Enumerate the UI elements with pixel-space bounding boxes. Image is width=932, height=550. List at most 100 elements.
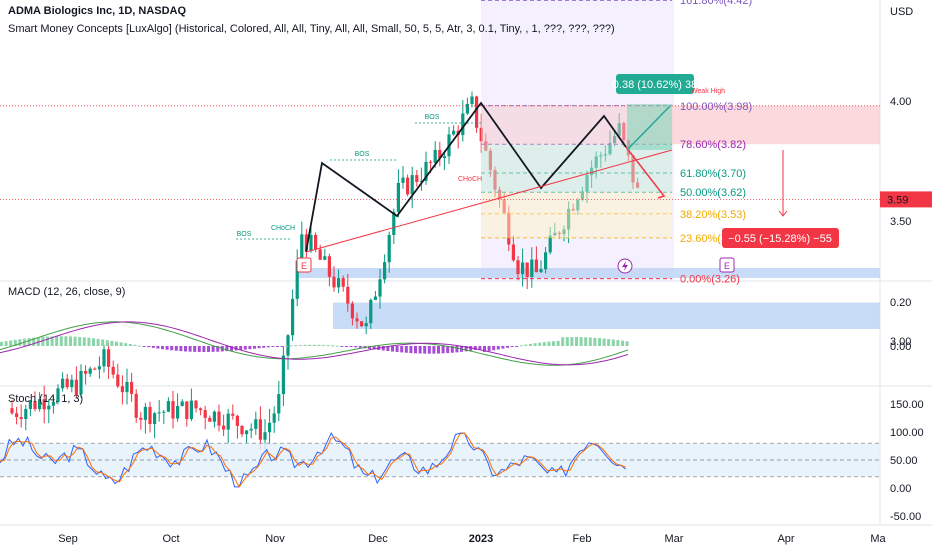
candle [323, 256, 327, 260]
macd-histogram-bar [248, 346, 252, 350]
macd-histogram-bar [524, 344, 528, 346]
macd-plot [0, 321, 629, 366]
macd-histogram-bar [368, 346, 371, 349]
macd-histogram-bar [55, 336, 59, 346]
candle [419, 180, 423, 182]
macd-histogram-bar [506, 346, 509, 348]
supply-zone [672, 105, 880, 145]
macd-histogram-bar [427, 346, 431, 354]
macd-histogram-bar [119, 342, 123, 346]
candle [272, 413, 276, 423]
candle [157, 412, 161, 414]
candle [548, 235, 552, 253]
candle [171, 401, 175, 419]
candle [350, 303, 354, 319]
long-position-label: 0.38 (10.62%) 38 [613, 79, 697, 91]
candle [346, 286, 350, 304]
macd-histogram-bar [294, 345, 298, 347]
macd-histogram-bar [216, 346, 220, 352]
candle [134, 393, 138, 418]
candle [79, 370, 83, 395]
candle [240, 425, 244, 435]
long-position-badge [616, 74, 694, 94]
macd-histogram-bar [151, 346, 155, 348]
candle [28, 400, 32, 409]
candle [383, 262, 387, 280]
stoch-tick: 0.00 [890, 483, 911, 495]
macd-histogram-bar [312, 344, 316, 346]
candle [392, 211, 396, 236]
macd-histogram-bar [404, 346, 408, 353]
candle [97, 366, 101, 370]
candle [429, 161, 433, 163]
macd-histogram-bar [276, 346, 279, 347]
candle [452, 130, 456, 135]
candle [304, 234, 308, 251]
macd-histogram-bar [381, 346, 385, 351]
fib-level-label: 61.80%(3.70) [680, 168, 746, 180]
candle [433, 149, 437, 163]
zigzag-pattern [305, 101, 627, 253]
candle [263, 432, 267, 440]
candle [185, 401, 189, 420]
candle [235, 415, 239, 426]
macd-histogram-bar [386, 346, 390, 352]
candle [84, 370, 88, 374]
macd-histogram-bar [27, 338, 31, 346]
macd-histogram-bar [579, 337, 583, 346]
macd-histogram-bar [455, 346, 459, 353]
macd-histogram-bar [262, 346, 266, 348]
macd-histogram-bar [299, 345, 302, 347]
macd-histogram-bar [441, 346, 445, 354]
macd-histogram-bar [147, 346, 151, 348]
earnings-marker-label: E [724, 261, 730, 271]
candle [277, 394, 281, 414]
candle [143, 406, 147, 420]
macd-histogram-bar [326, 345, 330, 347]
macd-histogram-bar [331, 345, 335, 347]
macd-histogram-bar [432, 346, 436, 354]
macd-histogram-bar [616, 340, 620, 346]
earnings-marker-label: E [301, 261, 307, 271]
candle [148, 406, 152, 425]
stoch-legend[interactable]: Stoch (14, 1, 3) [8, 393, 84, 405]
candle [318, 249, 322, 260]
macd-histogram-bar [621, 340, 624, 346]
stoch-tick: 150.00 [890, 399, 924, 411]
macd-histogram-bar [165, 346, 169, 350]
candle [116, 374, 120, 387]
macd-histogram-bar [501, 346, 505, 349]
fib-level-label: 0.00%(3.26) [680, 274, 740, 286]
candle [56, 388, 60, 402]
candle [203, 410, 207, 418]
macd-histogram-bar [96, 338, 100, 346]
currency-label: USD [890, 6, 914, 18]
price-tick: 4.00 [890, 96, 911, 108]
macd-histogram-bar [335, 345, 339, 347]
macd-histogram-bar [124, 343, 128, 346]
indicator-legend[interactable]: Smart Money Concepts [LuxAlgo] (Historic… [8, 23, 615, 35]
earnings-marker [719, 257, 735, 273]
macd-histogram-bar [239, 346, 243, 351]
macd-histogram-bar [64, 336, 68, 346]
candle [107, 349, 111, 367]
macd-histogram-bar [46, 336, 49, 346]
macd-histogram-bar [395, 346, 399, 352]
macd-legend[interactable]: MACD (12, 26, close, 9) [8, 286, 126, 298]
candle [415, 175, 419, 182]
candle [130, 381, 134, 394]
macd-histogram-bar [625, 341, 629, 346]
candle [231, 413, 235, 416]
candle [461, 113, 465, 136]
candle [438, 149, 442, 159]
macd-histogram-bar [36, 337, 40, 346]
macd-histogram-bar [105, 340, 109, 346]
candle [332, 276, 336, 288]
candle [111, 366, 115, 375]
macd-histogram-bar [570, 337, 574, 346]
candle [544, 252, 548, 270]
candle [309, 234, 313, 251]
candle [15, 413, 19, 418]
macd-histogram-bar [82, 337, 86, 346]
